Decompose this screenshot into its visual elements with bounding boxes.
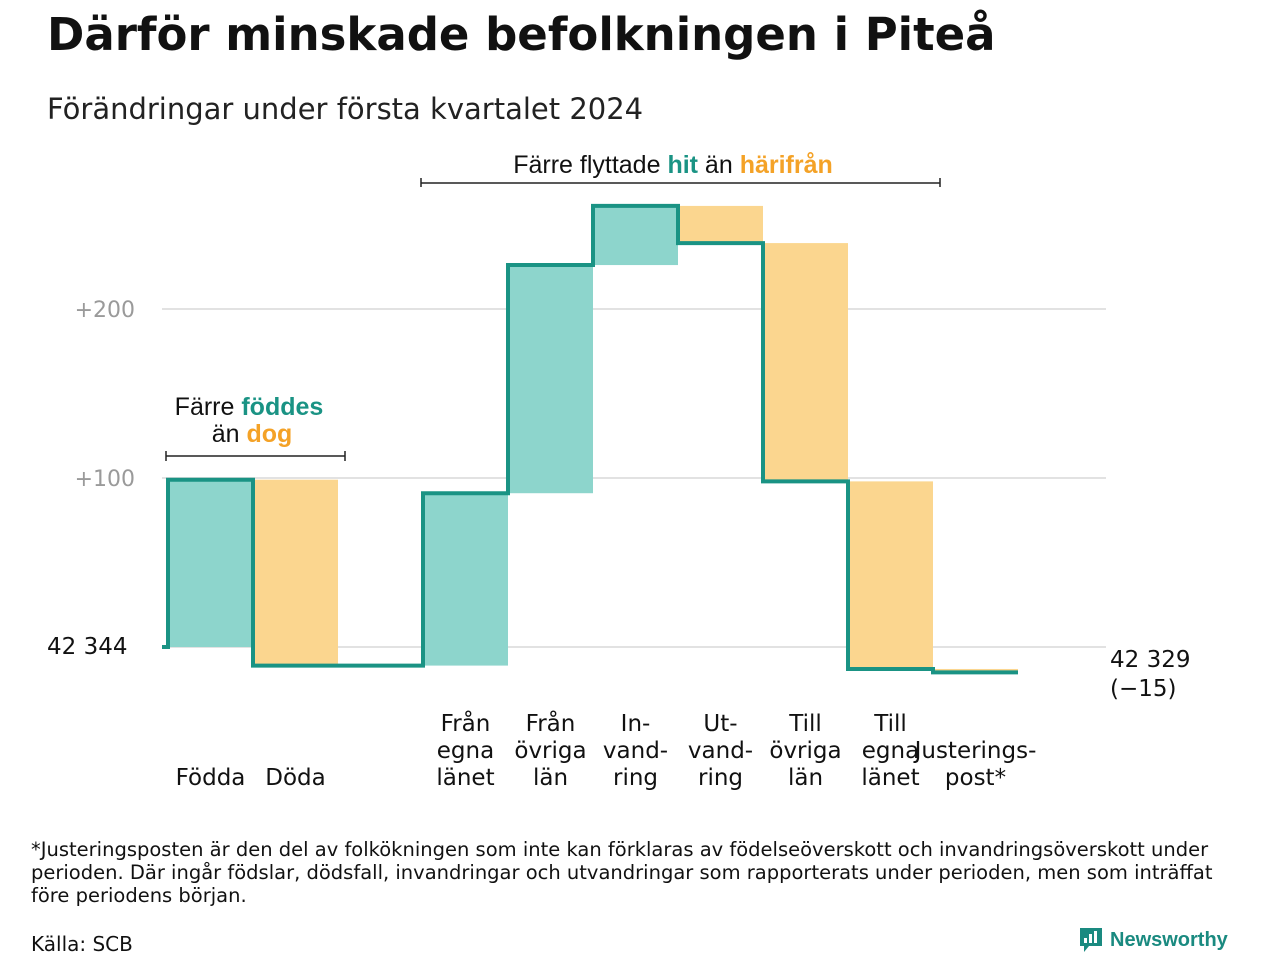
category-label: Från	[441, 709, 491, 737]
chart-title: Därför minskade befolkningen i Piteå	[47, 8, 996, 61]
category-label: post*	[945, 765, 1006, 791]
annotation-fragment: hit	[667, 151, 698, 179]
annotation-fragment: än	[212, 420, 247, 448]
annotation-births-line1: Färre föddes	[175, 393, 324, 421]
annotation-births-line2: än dog	[212, 420, 293, 448]
category-label: ring	[698, 765, 743, 791]
category-label: län	[533, 765, 568, 791]
annotation-fragment: härifrån	[740, 151, 833, 179]
category-label: län	[788, 765, 823, 791]
category-label: ring	[613, 765, 658, 791]
category-label: Döda	[265, 765, 325, 791]
increase-bar	[508, 265, 593, 494]
decrease-bar	[848, 481, 933, 669]
category-label: vand-	[603, 738, 668, 764]
decrease-bar	[763, 243, 848, 482]
category-label: Justerings-	[913, 738, 1037, 764]
category-label: Födda	[176, 765, 246, 791]
annotation-fragment: föddes	[241, 393, 323, 421]
category-label: Från	[526, 709, 576, 737]
category-label: Ut-	[703, 711, 737, 737]
category-label: vand-	[688, 738, 753, 764]
end-change-label: (−15)	[1110, 676, 1176, 702]
decrease-bar	[253, 479, 338, 666]
annotation-moves: Färre flyttade hit än härifrån	[513, 151, 833, 179]
increase-bar	[593, 205, 678, 266]
cumulative-step-line	[162, 203, 1018, 675]
start-value-label: 42 344	[47, 634, 127, 660]
y-tick-label: +100	[75, 467, 135, 492]
annotation-fragment: dog	[246, 420, 292, 448]
increase-bar	[423, 493, 508, 666]
category-label: övriga	[514, 738, 586, 764]
brand-name: Newsworthy	[1110, 928, 1228, 951]
increase-bar	[168, 479, 253, 647]
category-label: egna	[437, 738, 494, 764]
category-label: länet	[436, 765, 494, 791]
category-label: övriga	[769, 738, 841, 764]
category-label: Till	[873, 711, 907, 737]
brand-logo: Newsworthy	[1078, 926, 1228, 954]
y-tick-label: +200	[75, 298, 135, 323]
category-label: länet	[861, 765, 919, 791]
newsworthy-logo-icon	[1080, 928, 1102, 952]
category-label: egna	[862, 738, 919, 764]
annotation-bracket-births	[165, 451, 346, 461]
chart-subtitle: Förändringar under första kvartalet 2024	[47, 92, 644, 126]
annotation-fragment: Färre	[175, 393, 242, 421]
category-label: Till	[788, 711, 822, 737]
source-note: Källa: SCB	[31, 932, 133, 956]
end-value-label: 42 329	[1110, 647, 1190, 673]
annotation-fragment: än	[698, 151, 740, 179]
footnote: *Justeringsposten är den del av folkökni…	[31, 838, 1213, 907]
decrease-bar	[678, 205, 763, 244]
annotation-fragment: Färre flyttade	[513, 151, 667, 179]
annotation-bracket-moves	[420, 178, 941, 187]
category-label: In-	[621, 711, 651, 737]
